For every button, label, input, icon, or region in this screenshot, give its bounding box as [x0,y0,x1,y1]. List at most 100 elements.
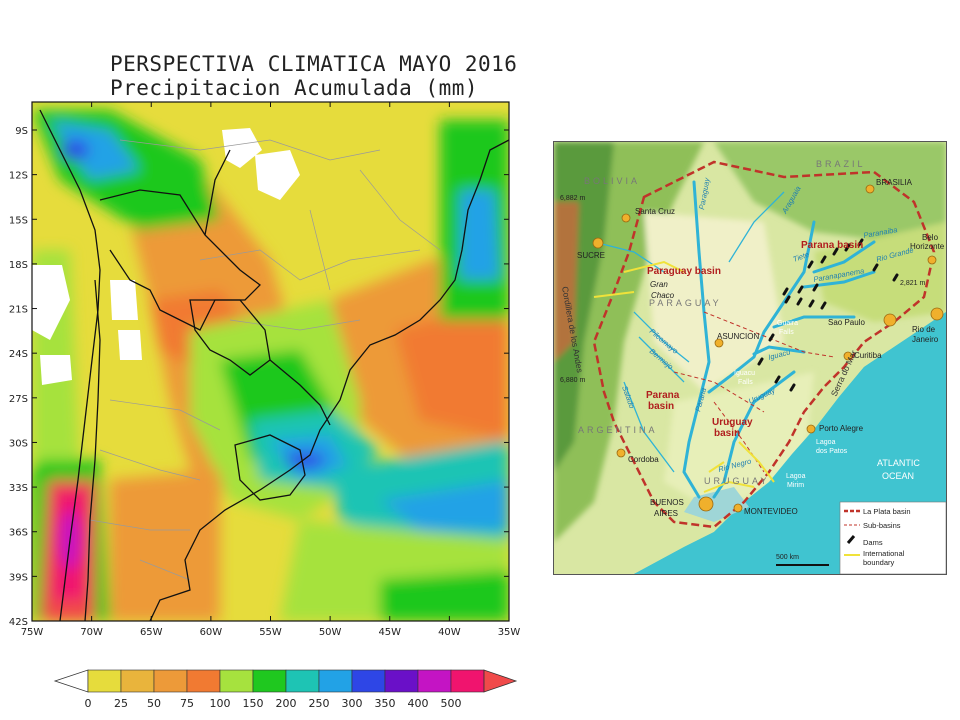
colorbar-segment [384,669,419,693]
legend-label: Dams [863,538,883,547]
elevation-label: 6,880 m [560,377,585,384]
colorbar-tick-label: 0 [85,697,92,708]
legend-label: boundary [863,558,895,567]
feature-label: Falls [738,379,753,386]
feature-label: Gran [650,280,668,289]
city-label: Janeiro [912,335,939,344]
colorbar-tick-label: 300 [342,697,363,708]
precip-field [32,102,509,621]
city-label: Rio de [912,325,936,334]
longitude-axis: 75W 70W 65W 60W 55W 50W 45W 40W 35W [21,102,521,638]
latitude-tick-label: 9S [15,126,28,137]
international-boundaries [593,260,775,493]
colorbar-tick-label: 100 [210,697,231,708]
latitude-axis: 9S 12S 15S 18S 21S 24S 27S 30S 33S 36S 39S 42S [9,126,509,628]
elevation-label: 6,882 m [560,195,585,202]
longitude-tick-label: 70W [80,627,103,638]
latitude-tick-label: 15S [9,215,28,226]
city-markers [592,184,944,513]
dam-markers [757,238,899,392]
colorbar-segment [186,669,221,693]
longitude-tick-label: 65W [140,627,163,638]
latitude-tick-label: 12S [9,171,28,182]
basin-label: Parana basin [801,240,863,251]
city-label: MONTEVIDEO [744,507,798,516]
latitude-tick-label: 18S [9,260,28,271]
country-label: PARAGUAY [649,298,722,308]
basin-label: Paraguay basin [647,266,721,277]
city-label: Cordoba [628,455,659,464]
city-label: BRASILIA [876,178,913,187]
longitude-tick-label: 60W [200,627,223,638]
colorbar-segment [285,669,320,693]
city-label: Santa Cruz [635,207,675,216]
latitude-tick-label: 27S [9,394,28,405]
colorbar-over-triangle [483,669,518,693]
latitude-tick-label: 42S [9,617,28,628]
longitude-tick-label: 55W [259,627,282,638]
colorbar-tick-label: 150 [243,697,264,708]
city-label: Porto Alegre [819,424,864,433]
longitude-tick-label: 50W [319,627,342,638]
elevation-label: 2,821 m [900,280,925,287]
latitude-tick-label: 33S [9,483,28,494]
colorbar-tick-label: 350 [375,697,396,708]
country-label: URUGUAY [704,476,769,486]
city-label: AIRES [654,509,678,518]
feature-label: Guaira [777,320,798,327]
scale-label: 500 km [776,554,799,561]
basin-label: basin [648,401,674,412]
feature-label: Chaco [651,291,675,300]
colorbar-tick-label: 250 [309,697,330,708]
colorbar-segment [252,669,287,693]
city-label: ASUNCION [717,332,759,341]
colorbar-under-triangle [53,669,89,693]
colorbar-tick-label: 200 [276,697,297,708]
ocean-label: ATLANTIC [877,458,920,468]
legend-label: International [863,549,905,558]
basin-label: basin [714,428,740,439]
colorbar-segment [87,669,122,693]
colorbar-tick-label: 75 [180,697,194,708]
city-label: BUENOS [650,498,684,507]
feature-label: Mirim [787,482,804,489]
basin-map-svg: BOLIVIA BRAZIL PARAGUAY ARGENTINA URUGUAY Par… [554,142,946,574]
city-label: Curitiba [854,351,882,360]
colorbar-segment [450,669,485,693]
country-label: BRAZIL [816,159,866,169]
latitude-tick-label: 21S [9,305,28,316]
city-label: Sao Paulo [828,318,865,327]
country-label: BOLIVIA [584,176,640,186]
country-label: ARGENTINA [578,425,658,435]
colorbar-tick-label: 25 [114,697,128,708]
city-label: SUCRE [577,251,605,260]
map-subtitle: Precipitacion Acumulada (mm) [110,76,479,100]
longitude-tick-label: 40W [438,627,461,638]
latitude-tick-label: 39S [9,572,28,583]
colorbar-tick-label: 50 [147,697,161,708]
basin-label: Uruguay [712,417,753,428]
longitude-tick-label: 35W [498,627,521,638]
city-label: Horizonte [910,242,945,251]
legend-label: La Plata basin [863,507,911,516]
legend-label: Sub-basins [863,521,901,530]
sub-basin-borders [673,311,835,473]
colorbar-segment [351,669,386,693]
colorbar-segment [120,669,155,693]
colorbar-segment [153,669,188,693]
rivers [682,180,876,499]
feature-label: Iguacu [734,370,755,377]
basin-legend [839,501,946,574]
map-title: PERSPECTIVA CLIMATICA MAYO 2016 [110,52,518,76]
basin-label: Parana [646,390,680,401]
basin-map: BOLIVIA BRAZIL PARAGUAY ARGENTINA URUGUAY Par… [553,141,947,575]
colorbar-tick-label: 400 [408,697,429,708]
feature-label: Lagoa [816,439,836,446]
longitude-tick-label: 75W [21,627,44,638]
colorbar-segment [219,669,254,693]
latitude-tick-label: 24S [9,349,28,360]
colorbar-segment [318,669,353,693]
latitude-tick-label: 30S [9,438,28,449]
feature-label: dos Patos [816,448,848,455]
